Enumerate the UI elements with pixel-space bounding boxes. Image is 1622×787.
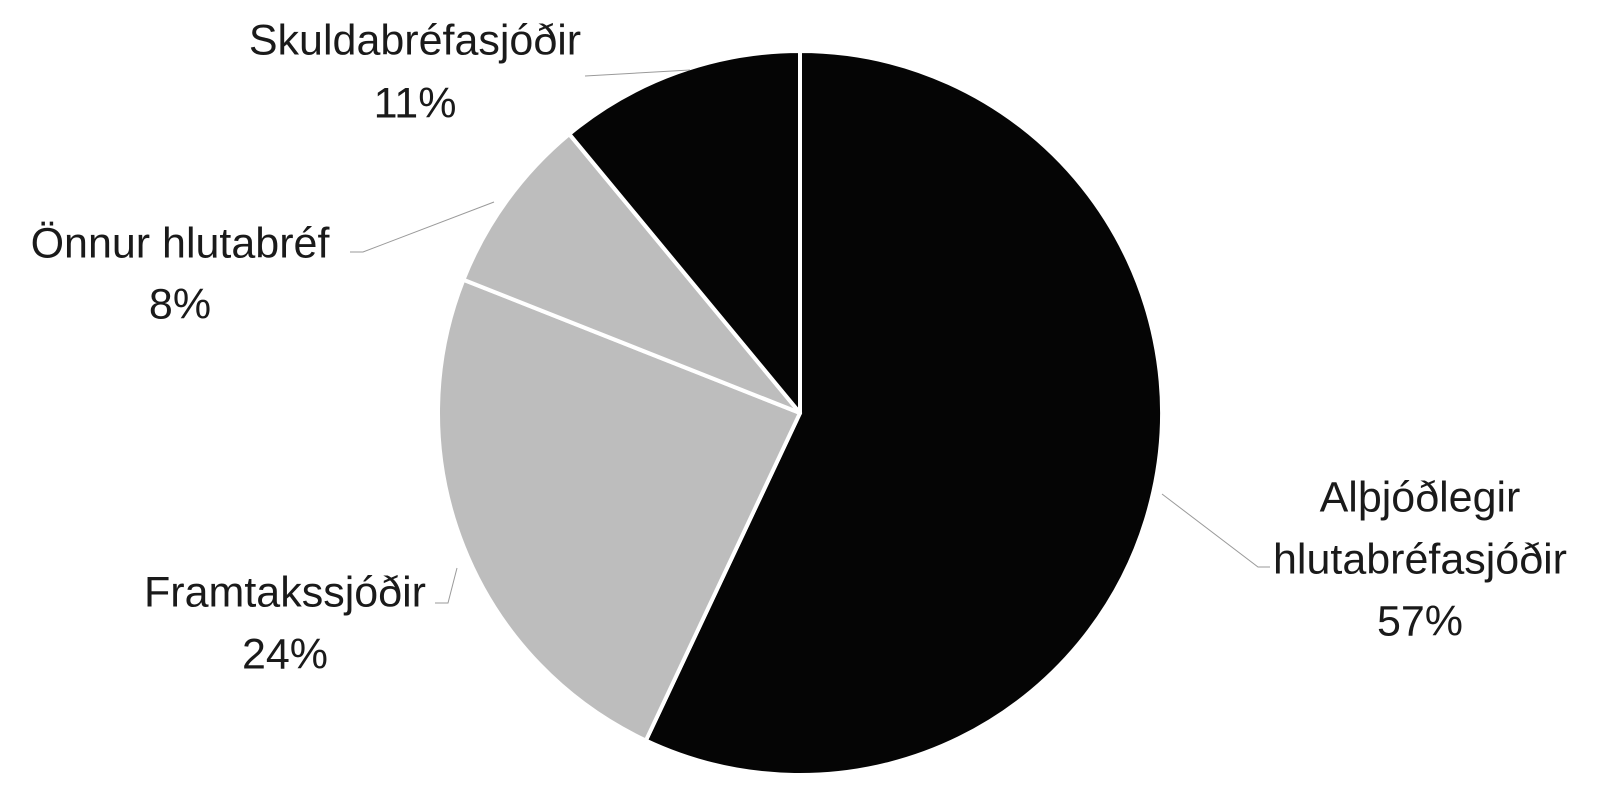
pie-slice-3 [567, 49, 802, 415]
slice-label-0-line-1: hlutabréfasjóðir [1273, 535, 1567, 583]
leader-line-2 [350, 201, 495, 253]
pie-slice-0 [643, 49, 1164, 777]
slice-value-label-3: 11% [374, 79, 457, 127]
slice-label-2-line-0: Önnur hlutabréf [31, 219, 331, 267]
slices-layer [436, 49, 1164, 777]
slice-label-0-line-0: Alþjóðlegir [1320, 473, 1521, 521]
leader-line-1 [435, 567, 458, 604]
leader-line-3 [584, 69, 691, 77]
leader-lines-layer [350, 69, 1270, 604]
pie-slice-1 [436, 277, 802, 743]
slice-label-1-line-0: Framtakssjóðir [144, 568, 426, 616]
pie-slice-2 [461, 132, 802, 415]
slice-value-label-2: 8% [149, 280, 211, 328]
slice-label-3-line-0: Skuldabréfasjóðir [249, 16, 581, 64]
slice-value-label-1: 24% [242, 630, 328, 678]
leader-line-0 [1161, 493, 1270, 568]
slice-value-label-0: 57% [1377, 597, 1463, 645]
labels-layer: Alþjóðlegir hlutabréfasjóðir 57% Framtakssj… [31, 16, 1567, 678]
